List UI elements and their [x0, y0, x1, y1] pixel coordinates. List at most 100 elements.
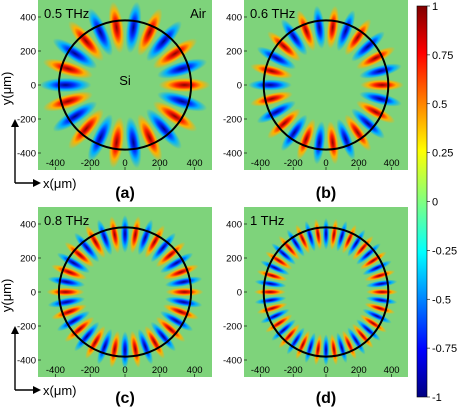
negative-field-lobe: [362, 260, 392, 276]
negative-field-lobe: [47, 296, 86, 308]
disk-outline: [57, 226, 193, 358]
disk-outline: [262, 19, 390, 151]
positive-field-lobe: [351, 235, 374, 261]
positive-field-lobe: [295, 330, 311, 360]
positive-field-lobe: [109, 330, 121, 368]
negative-field-lobe: [96, 219, 113, 256]
y-tick-label: 400: [20, 220, 36, 231]
positive-field-lobe: [296, 118, 316, 160]
x-tick-label: -200: [284, 365, 303, 376]
positive-field-lobe: [137, 8, 163, 56]
x-tick-label: 400: [187, 365, 203, 376]
negative-field-lobe: [256, 100, 296, 124]
positive-field-lobe: [68, 108, 104, 150]
panel-b: -400 -200 0 200 400 -400 -200 0 200 400 0.6 THz (b): [223, 0, 408, 202]
colorbar-tick-label: 0.75: [432, 50, 453, 62]
x-axis-arrowhead: [33, 179, 41, 187]
positive-field-lobe: [356, 46, 396, 70]
negative-field-lobe: [286, 229, 305, 257]
positive-field-lobe: [108, 1, 125, 54]
field-lobes: [39, 1, 211, 169]
y-tick-label: 200: [20, 47, 36, 58]
y-tick-label: 200: [226, 254, 242, 265]
x-tick-label: 400: [187, 158, 203, 169]
negative-field-lobe: [96, 328, 113, 365]
positive-field-lobe: [313, 218, 323, 251]
negative-field-lobe: [164, 296, 203, 308]
positive-field-lobe: [313, 333, 323, 366]
frequency-label: 0.6 THz: [250, 6, 295, 21]
negative-field-lobe: [74, 232, 100, 263]
x-tick-label: 200: [152, 158, 168, 169]
x-tick-label: -400: [46, 158, 65, 169]
positive-field-lobe: [42, 58, 93, 79]
positive-field-lobe: [359, 314, 387, 333]
positive-field-lobe: [155, 316, 186, 343]
negative-field-lobe: [150, 321, 176, 352]
y-tick-label: 400: [20, 13, 36, 24]
panel-c: -400 -200 0 200 400 -400 -200 0 200 400 0.8 THz (c)…: [0, 207, 212, 407]
x-tick-label: -400: [251, 365, 270, 376]
frequency-label: 0.5 THz: [44, 6, 89, 21]
negative-field-lobe: [146, 108, 182, 150]
positive-field-lobe: [295, 224, 311, 254]
axis-arrows: x(μm) y(μm): [0, 72, 76, 191]
positive-field-lobe: [265, 251, 293, 270]
negative-field-lobe: [322, 334, 330, 367]
negative-field-lobe: [286, 327, 305, 355]
x-tick-label: -400: [251, 158, 270, 169]
negative-field-lobe: [351, 31, 385, 62]
negative-field-lobe: [260, 308, 290, 324]
negative-field-lobe: [271, 319, 296, 341]
y-tick-label: 400: [226, 13, 242, 24]
negative-field-lobe: [146, 20, 182, 62]
y-tick-label: -200: [17, 322, 36, 333]
positive-field-lobe: [46, 287, 85, 297]
positive-field-lobe: [144, 225, 165, 259]
negative-field-lobe: [159, 252, 194, 274]
negative-field-lobe: [336, 118, 356, 160]
y-tick-label: 0: [31, 288, 36, 299]
negative-field-lobe: [356, 319, 381, 341]
colorbar: 1 0.75 0.5 0.25 0 -0.25 -0.5 -0.75 -1: [416, 1, 457, 404]
negative-field-lobe: [280, 18, 308, 56]
positive-field-lobe: [326, 5, 339, 49]
negative-field-lobe: [356, 243, 381, 265]
y-tick-label: -400: [223, 149, 242, 160]
negative-field-lobe: [260, 260, 290, 276]
positive-field-lobe: [109, 216, 121, 254]
positive-field-lobe: [158, 77, 211, 93]
x-tick-label: 400: [384, 158, 400, 169]
positive-field-lobe: [155, 241, 186, 268]
negative-field-lobe: [159, 310, 194, 332]
negative-field-lobe: [164, 276, 203, 288]
inner-medium-label: Si: [119, 73, 131, 88]
positive-field-lobe: [51, 304, 87, 320]
y-tick-label: 0: [237, 288, 242, 299]
positive-field-lobe: [253, 288, 286, 296]
y-tick-label: -400: [223, 356, 242, 367]
negative-field-lobe: [56, 252, 91, 274]
negative-field-lobe: [359, 91, 402, 107]
negative-field-lobe: [52, 38, 98, 69]
panel-label: (a): [115, 185, 135, 202]
negative-field-lobe: [137, 219, 154, 256]
panel-a: -400 -200 0 200 400 -400 -200 0 200 400 0.5 THz Air…: [0, 0, 212, 202]
colorbar-tick-label: -0.5: [432, 294, 451, 306]
negative-field-lobe: [271, 243, 296, 265]
negative-field-lobe: [304, 332, 316, 364]
negative-field-lobe: [280, 114, 308, 152]
negative-field-lobe: [322, 217, 330, 250]
positive-field-lobe: [144, 325, 165, 359]
x-tick-label: -400: [46, 365, 65, 376]
panel-label: (b): [316, 185, 336, 202]
positive-field-lobe: [360, 79, 404, 91]
y-axis-label: y(μm): [0, 279, 14, 312]
negative-field-lobe: [336, 332, 348, 364]
positive-field-lobe: [129, 216, 141, 254]
positive-field-lobe: [163, 264, 199, 280]
field-lobes: [253, 217, 399, 367]
x-tick-label: -200: [81, 365, 100, 376]
positive-field-lobe: [42, 91, 93, 112]
